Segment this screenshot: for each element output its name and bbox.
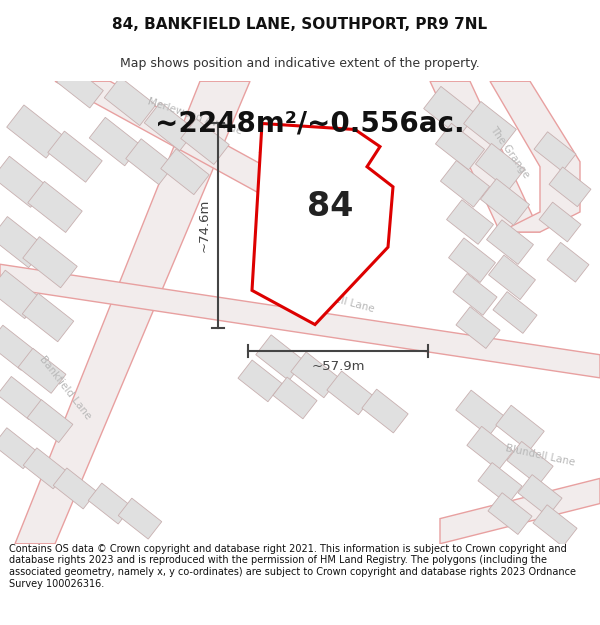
Polygon shape	[325, 236, 371, 279]
Polygon shape	[456, 390, 504, 436]
Polygon shape	[424, 86, 476, 136]
Polygon shape	[0, 376, 43, 419]
Polygon shape	[89, 118, 141, 166]
Polygon shape	[118, 498, 162, 539]
Polygon shape	[295, 179, 344, 225]
Polygon shape	[88, 483, 132, 524]
Polygon shape	[23, 237, 77, 288]
Polygon shape	[144, 102, 196, 151]
Polygon shape	[518, 474, 562, 516]
Polygon shape	[126, 139, 174, 184]
Text: Map shows position and indicative extent of the property.: Map shows position and indicative extent…	[120, 57, 480, 70]
Polygon shape	[331, 200, 379, 244]
Polygon shape	[490, 81, 580, 232]
Polygon shape	[56, 64, 103, 108]
Polygon shape	[23, 448, 67, 489]
Text: 84, BANKFIELD LANE, SOUTHPORT, PR9 7NL: 84, BANKFIELD LANE, SOUTHPORT, PR9 7NL	[112, 17, 488, 32]
Polygon shape	[286, 214, 334, 259]
Polygon shape	[18, 348, 66, 393]
Text: Blundell Lane: Blundell Lane	[305, 286, 376, 314]
Text: The Grange: The Grange	[488, 124, 532, 179]
Text: Merlewood Avenue: Merlewood Avenue	[146, 96, 244, 136]
Polygon shape	[496, 405, 544, 451]
Polygon shape	[104, 77, 156, 126]
Polygon shape	[22, 293, 74, 342]
Text: ~57.9m: ~57.9m	[311, 360, 365, 373]
Polygon shape	[493, 292, 537, 333]
Polygon shape	[507, 441, 553, 485]
Polygon shape	[478, 462, 522, 504]
Polygon shape	[464, 101, 517, 151]
Polygon shape	[325, 149, 374, 195]
Polygon shape	[291, 352, 339, 398]
Polygon shape	[430, 81, 540, 232]
Polygon shape	[440, 478, 600, 544]
Polygon shape	[0, 325, 36, 370]
Text: Blundell Lane: Blundell Lane	[505, 443, 575, 468]
Polygon shape	[539, 202, 581, 242]
Text: ~2248m²/~0.556ac.: ~2248m²/~0.556ac.	[155, 109, 464, 138]
Polygon shape	[0, 156, 47, 208]
Polygon shape	[0, 264, 600, 378]
Polygon shape	[467, 426, 513, 470]
Polygon shape	[456, 307, 500, 349]
Polygon shape	[488, 492, 532, 534]
Text: Bankfield Lane: Bankfield Lane	[37, 354, 93, 421]
Text: Contains OS data © Crown copyright and database right 2021. This information is : Contains OS data © Crown copyright and d…	[9, 544, 576, 589]
Polygon shape	[0, 217, 45, 268]
Polygon shape	[289, 127, 341, 176]
Polygon shape	[28, 181, 82, 232]
Polygon shape	[48, 131, 102, 182]
Polygon shape	[256, 335, 304, 381]
Polygon shape	[327, 371, 373, 415]
Polygon shape	[488, 255, 535, 299]
Polygon shape	[0, 270, 41, 319]
Polygon shape	[161, 149, 209, 194]
Polygon shape	[449, 238, 496, 282]
Polygon shape	[440, 161, 490, 207]
Polygon shape	[55, 81, 330, 202]
Polygon shape	[436, 123, 485, 170]
Text: 84: 84	[307, 191, 353, 223]
Polygon shape	[273, 377, 317, 419]
Polygon shape	[533, 505, 577, 546]
Polygon shape	[534, 132, 576, 171]
Polygon shape	[252, 124, 393, 324]
Polygon shape	[53, 468, 97, 509]
Text: ~74.6m: ~74.6m	[197, 199, 211, 252]
Polygon shape	[181, 119, 229, 164]
Polygon shape	[7, 105, 64, 158]
Polygon shape	[453, 274, 497, 315]
Polygon shape	[15, 81, 250, 544]
Polygon shape	[0, 428, 37, 469]
Polygon shape	[481, 179, 530, 225]
Polygon shape	[547, 242, 589, 282]
Polygon shape	[487, 220, 533, 264]
Polygon shape	[362, 389, 408, 433]
Polygon shape	[475, 143, 524, 190]
Polygon shape	[446, 200, 493, 244]
Polygon shape	[27, 399, 73, 442]
Polygon shape	[292, 253, 338, 296]
Polygon shape	[549, 167, 591, 207]
Polygon shape	[238, 360, 282, 402]
Text: Bankfield Lane: Bankfield Lane	[256, 146, 314, 217]
